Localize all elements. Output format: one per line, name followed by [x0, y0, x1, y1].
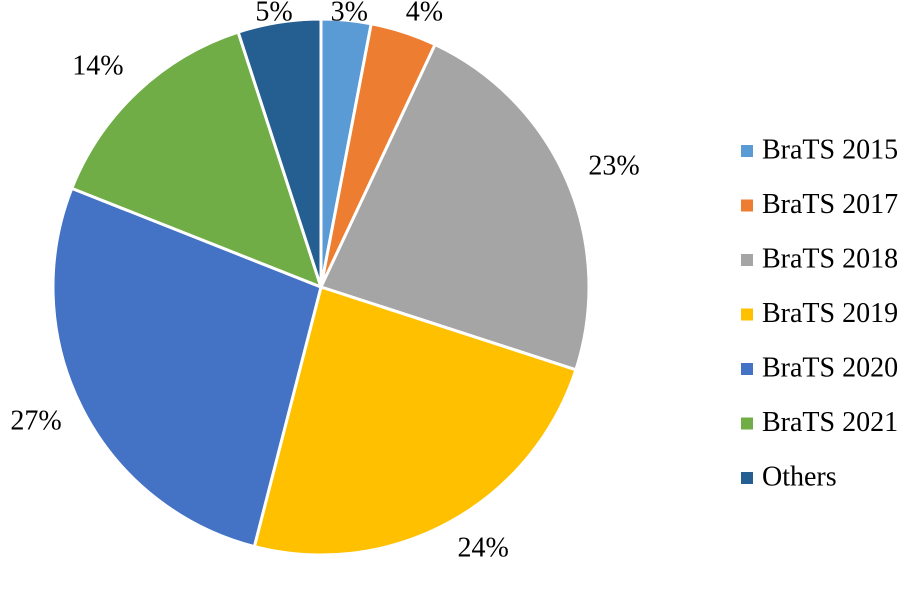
data-label: 24%	[458, 532, 509, 563]
pie-slice	[51, 186, 323, 549]
legend-swatch	[741, 199, 753, 212]
legend-swatch	[741, 254, 753, 266]
legend-swatch	[741, 417, 753, 430]
data-label: 27%	[10, 406, 61, 437]
pie-slice	[318, 42, 591, 372]
legend-label: BraTS 2019	[762, 298, 898, 329]
legend-label: Others	[762, 461, 837, 492]
legend-swatch	[741, 472, 753, 484]
data-label: 3%	[331, 0, 368, 27]
data-label: 14%	[72, 51, 123, 82]
pie-slice	[236, 17, 323, 288]
legend-swatch	[741, 308, 753, 321]
legend-label: BraTS 2018	[762, 243, 898, 274]
data-label: 5%	[255, 0, 292, 27]
legend-label: BraTS 2015	[762, 134, 898, 165]
legend-swatch	[741, 145, 753, 157]
legend-label: BraTS 2017	[762, 189, 898, 220]
pie-slice	[252, 285, 578, 557]
data-label: 23%	[588, 150, 639, 181]
legend-label: BraTS 2020	[762, 352, 898, 383]
legend-label: BraTS 2021	[762, 407, 898, 438]
data-label: 4%	[406, 0, 443, 27]
legend-swatch	[741, 363, 753, 375]
